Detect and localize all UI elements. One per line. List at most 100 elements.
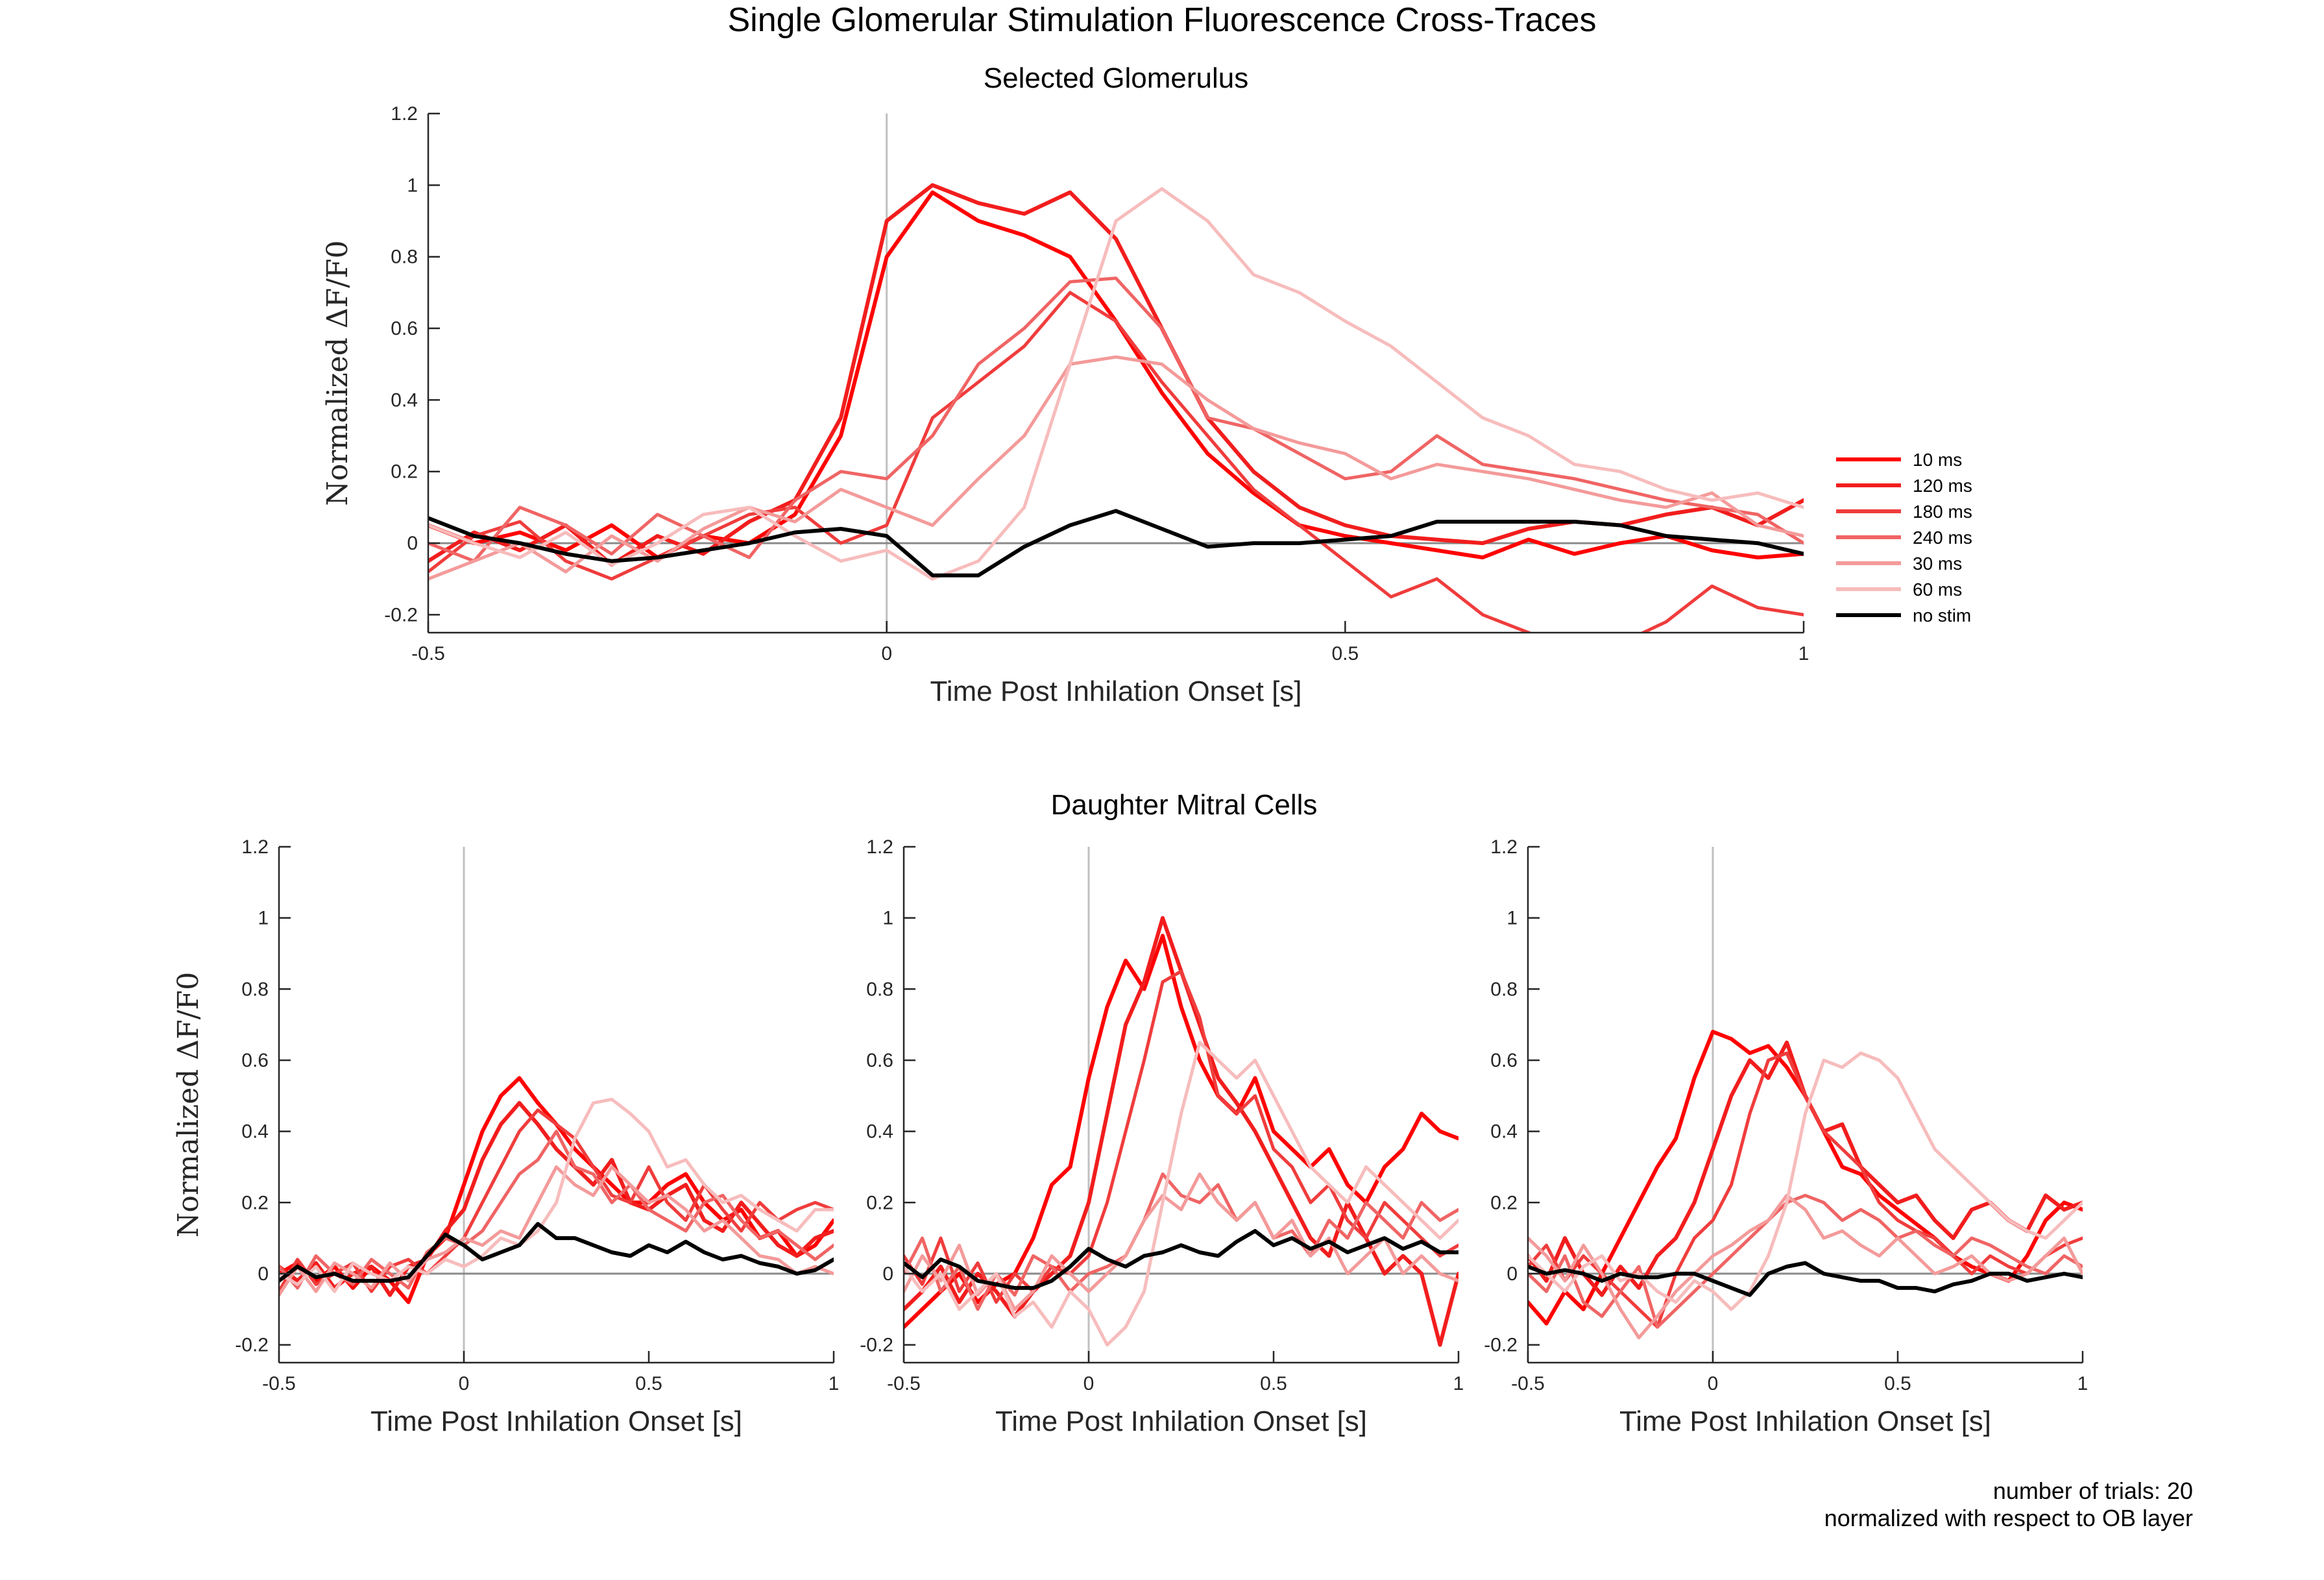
- y-tick-label: 1.2: [391, 103, 418, 125]
- legend-label: 10 ms: [1913, 450, 1962, 470]
- y-tick-label: -0.2: [860, 1335, 893, 1356]
- y-tick-label: 0.2: [866, 1192, 893, 1213]
- legend-label: 60 ms: [1913, 579, 1962, 600]
- x-axis-label: Time Post Inhilation Onset [s]: [995, 1405, 1367, 1437]
- legend: 10 ms 120 ms 180 ms 240 ms 30 ms 60 ms no stim: [1836, 450, 1972, 626]
- x-tick-label: 1: [2077, 1373, 2088, 1394]
- chart-panel-2: -0.2 0 0.2 0.4 0.6 0.8 1 1.2 -0.5 0 0.5 1 Time Post …: [172, 836, 839, 1437]
- y-tick-label: 0.8: [241, 978, 269, 1000]
- x-tick-label: 1: [1798, 643, 1810, 664]
- legend-item: 240 ms: [1836, 528, 1972, 548]
- y-tick-label: 0.4: [241, 1121, 269, 1143]
- y-tick-label: 0: [407, 533, 418, 554]
- series-line-180-ms: [904, 969, 1459, 1304]
- series-line-30-ms: [428, 355, 1804, 581]
- y-tick-label: 0.2: [1490, 1192, 1518, 1213]
- y-tick-label: 1: [1507, 908, 1518, 929]
- legend-item: 60 ms: [1836, 579, 1962, 600]
- series-line-60-ms: [1528, 1051, 2083, 1311]
- legend-item: 10 ms: [1836, 450, 1962, 470]
- series-line-180-ms: [1528, 1051, 2083, 1329]
- y-tick-label: 0.2: [241, 1192, 269, 1213]
- chart-title: Selected Glomerulus: [984, 62, 1248, 94]
- x-axis-label: Time Post Inhilation Onset [s]: [930, 675, 1301, 707]
- series-group: [904, 916, 1459, 1347]
- y-tick-label: 1: [882, 908, 893, 929]
- y-tick-label: 0.6: [391, 318, 418, 339]
- legend-item: 180 ms: [1836, 502, 1972, 522]
- x-tick-label: -0.5: [887, 1373, 921, 1394]
- series-line-180-ms: [428, 291, 1804, 633]
- chart-panel-4: -0.2 0 0.2 0.4 0.6 0.8 1 1.2 -0.5 0 0.5 1 Time Post …: [1484, 836, 2088, 1437]
- legend-item: 120 ms: [1836, 476, 1972, 496]
- y-tick-label: 0.6: [866, 1050, 893, 1071]
- series-line-240-ms: [1528, 1193, 2083, 1329]
- series-line-60-ms: [428, 187, 1804, 581]
- series-line-no-stim: [279, 1222, 834, 1283]
- footnote-trials: number of trials: 20: [1993, 1477, 2193, 1504]
- y-tick-label: -0.2: [1484, 1335, 1518, 1356]
- lower-row-title: Daughter Mitral Cells: [1051, 789, 1318, 821]
- x-tick-label: 0.5: [1260, 1373, 1287, 1394]
- footnote-normalization: normalized with respect to OB layer: [1824, 1505, 2193, 1531]
- series-line-10-ms: [904, 934, 1459, 1330]
- series-line-60-ms: [904, 1041, 1459, 1347]
- figure-title: Single Glomerular Stimulation Fluorescen…: [728, 1, 1597, 39]
- y-tick-label: 1: [258, 908, 269, 929]
- y-tick-label: 0: [1507, 1263, 1518, 1285]
- x-tick-label: -0.5: [1511, 1373, 1545, 1394]
- series-group: [1528, 1030, 2083, 1340]
- y-tick-label: 0.4: [866, 1121, 893, 1143]
- series-line-240-ms: [428, 276, 1804, 563]
- y-axis-label: Normalized ΔF/F0: [321, 240, 354, 505]
- y-tick-label: 0.4: [1490, 1121, 1518, 1143]
- y-tick-label: 0.8: [1490, 978, 1518, 1000]
- x-tick-label: 0.5: [635, 1373, 662, 1394]
- y-tick-label: 0.8: [866, 978, 893, 1000]
- x-tick-label: 0.5: [1331, 643, 1359, 664]
- x-tick-label: 0: [1708, 1373, 1719, 1394]
- y-tick-label: 0.2: [391, 461, 418, 483]
- legend-item: no stim: [1836, 605, 1971, 626]
- series-line-180-ms: [279, 1108, 834, 1293]
- series-line-no-stim: [1528, 1261, 2083, 1297]
- series-group: [279, 1076, 834, 1304]
- x-tick-label: 0: [1083, 1373, 1095, 1394]
- series-line-no-stim: [428, 509, 1804, 577]
- y-tick-label: 0.8: [391, 247, 418, 268]
- x-axis-label: Time Post Inhilation Onset [s]: [370, 1405, 742, 1437]
- x-tick-label: -0.5: [411, 643, 445, 664]
- x-tick-label: 0: [459, 1373, 470, 1394]
- series-line-10-ms: [428, 190, 1804, 560]
- legend-label: 240 ms: [1913, 528, 1972, 548]
- y-tick-label: -0.2: [235, 1335, 269, 1356]
- series-line-60-ms: [279, 1097, 834, 1293]
- x-tick-label: 1: [1453, 1373, 1464, 1394]
- chart-panel-1: Selected Glomerulus -0.2 0 0.2 0.4 0.6 0.8 1 1.2…: [321, 62, 1809, 707]
- series-group: [428, 183, 1804, 633]
- legend-label: 30 ms: [1913, 553, 1962, 574]
- y-tick-label: 1: [407, 175, 418, 196]
- x-tick-label: 0: [881, 643, 892, 664]
- y-tick-label: 0: [882, 1263, 893, 1285]
- y-tick-label: 1.2: [241, 836, 269, 858]
- series-line-120-ms: [428, 183, 1804, 567]
- series-line-240-ms: [279, 1130, 834, 1290]
- x-tick-label: 0.5: [1884, 1373, 1911, 1394]
- legend-label: 120 ms: [1913, 476, 1972, 496]
- y-tick-label: 1.2: [1490, 836, 1518, 858]
- y-tick-label: 0.4: [391, 389, 418, 411]
- x-axis-label: Time Post Inhilation Onset [s]: [1619, 1405, 1991, 1437]
- legend-item: 30 ms: [1836, 553, 1962, 574]
- legend-label: no stim: [1913, 605, 1971, 626]
- y-axis-label: Normalized ΔF/F0: [172, 972, 205, 1237]
- x-tick-label: 1: [829, 1373, 840, 1394]
- x-tick-label: -0.5: [262, 1373, 296, 1394]
- y-tick-label: 1.2: [866, 836, 893, 858]
- y-tick-label: 0.6: [241, 1050, 269, 1071]
- y-tick-label: 0.6: [1490, 1050, 1518, 1071]
- y-tick-label: 0: [258, 1263, 269, 1285]
- series-line-30-ms: [279, 1165, 834, 1297]
- series-line-120-ms: [279, 1100, 834, 1297]
